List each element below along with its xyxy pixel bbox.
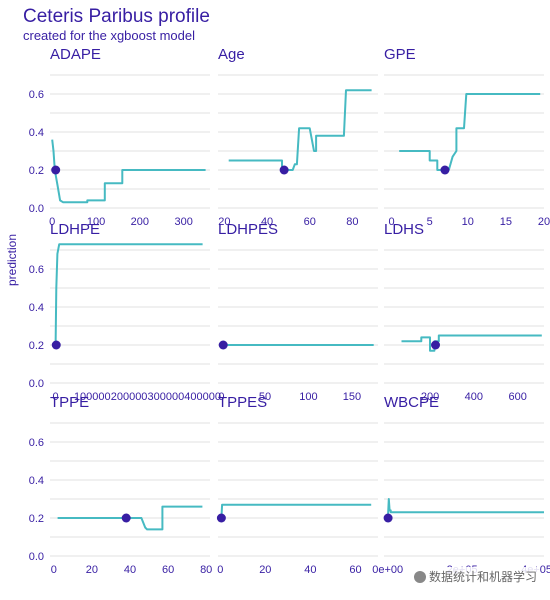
x-tick-label: 15 bbox=[500, 216, 512, 228]
x-tick-label: 0 bbox=[389, 216, 395, 228]
x-tick-label: 0 bbox=[52, 391, 58, 403]
panel-title-gpe: GPE bbox=[384, 46, 416, 63]
x-tick-label: 40 bbox=[304, 564, 316, 576]
panel-title-adape: ADAPE bbox=[50, 46, 101, 63]
x-tick-label: 20 bbox=[218, 216, 230, 228]
chart-subtitle: created for the xgboost model bbox=[23, 28, 195, 43]
observation-point-age bbox=[279, 165, 289, 175]
panel-title-ldhpes: LDHPES bbox=[218, 221, 278, 238]
observation-point-ldhpe bbox=[51, 340, 61, 350]
x-tick-label: 300000 bbox=[148, 391, 185, 403]
y-tick-label: 0.6 bbox=[29, 89, 44, 101]
y-tick-label: 0.6 bbox=[29, 264, 44, 276]
x-tick-label: 0e+00 bbox=[372, 564, 403, 576]
x-tick-label: 600 bbox=[509, 391, 527, 403]
observation-point-tppe bbox=[121, 513, 131, 523]
panel-title-tppes: TPPES bbox=[218, 394, 267, 411]
y-tick-label: 0.6 bbox=[29, 437, 44, 449]
x-tick-label: 20 bbox=[259, 564, 271, 576]
panel-age: Age 20 40 60 80 bbox=[218, 46, 378, 228]
observation-point-tppes bbox=[216, 513, 226, 523]
x-tick-label: 300 bbox=[175, 216, 193, 228]
x-tick-label: 100 bbox=[87, 216, 105, 228]
profile-line-age bbox=[228, 89, 372, 171]
x-tick-label: 0 bbox=[217, 564, 223, 576]
watermark-text: 数据统计和机器学习 bbox=[428, 570, 537, 584]
x-tick-label: 80 bbox=[346, 216, 358, 228]
profile-line-adape bbox=[51, 139, 206, 204]
x-tick-label: 40 bbox=[124, 564, 136, 576]
profile-line-tppes bbox=[220, 503, 372, 519]
x-tick-label: 5 bbox=[427, 216, 433, 228]
profile-line-ldhpe bbox=[54, 243, 203, 346]
observation-point-gpe bbox=[440, 165, 450, 175]
panel-adape: ADAPE 0.0 0.2 0.4 0.6 0 100 200 300 bbox=[29, 46, 210, 228]
chart-title: Ceteris Paribus profile bbox=[23, 6, 210, 27]
observation-point-ldhs bbox=[431, 340, 441, 350]
x-tick-label: 80 bbox=[200, 564, 212, 576]
profile-line-ldhs bbox=[401, 334, 542, 352]
panel-gpe: GPE 0 5 10 15 20 bbox=[384, 46, 550, 228]
x-tick-label: 200 bbox=[421, 391, 439, 403]
y-tick-label: 0.4 bbox=[29, 127, 44, 139]
observation-point-wbcpe bbox=[383, 513, 393, 523]
panel-title-age: Age bbox=[218, 46, 245, 63]
profile-line-tppe bbox=[57, 505, 203, 531]
panel-ldhpes: LDHPES 0 50 100 150 bbox=[218, 221, 378, 403]
x-tick-label: 20 bbox=[86, 564, 98, 576]
x-tick-label: 60 bbox=[349, 564, 361, 576]
x-tick-label: 0 bbox=[49, 216, 55, 228]
panel-tppe: TPPE 0.0 0.2 0.4 0.6 0 20 40 60 80 bbox=[29, 394, 213, 576]
x-tick-label: 60 bbox=[162, 564, 174, 576]
x-tick-label: 150 bbox=[343, 391, 361, 403]
wechat-icon bbox=[413, 571, 426, 583]
y-tick-label: 0.0 bbox=[29, 551, 44, 563]
x-tick-label: 400 bbox=[465, 391, 483, 403]
panel-title-tppe: TPPE bbox=[50, 394, 89, 411]
y-tick-label: 0.4 bbox=[29, 475, 44, 487]
y-tick-label: 0.0 bbox=[29, 378, 44, 390]
observation-point-adape bbox=[51, 165, 61, 175]
panel-title-ldhs: LDHS bbox=[384, 221, 424, 238]
y-tick-label: 0.4 bbox=[29, 302, 44, 314]
watermark: 数据统计和机器学习 bbox=[410, 567, 540, 586]
x-tick-label: 0 bbox=[218, 391, 224, 403]
x-tick-label: 0 bbox=[51, 564, 57, 576]
x-tick-label: 100 bbox=[299, 391, 317, 403]
x-tick-label: 20 bbox=[538, 216, 550, 228]
x-tick-label: 60 bbox=[304, 216, 316, 228]
observation-point-ldhpes bbox=[218, 340, 228, 350]
panel-ldhpe: LDHPE 0.0 0.2 0.4 0.6 0 100000 200000 300000 4000… bbox=[29, 221, 221, 403]
y-tick-label: 0.0 bbox=[29, 203, 44, 215]
x-tick-label: 200 bbox=[131, 216, 149, 228]
y-tick-label: 0.2 bbox=[29, 165, 44, 177]
x-tick-label: 50 bbox=[259, 391, 271, 403]
profile-line-gpe bbox=[399, 93, 541, 171]
y-tick-label: 0.2 bbox=[29, 513, 44, 525]
x-tick-label: 40 bbox=[261, 216, 273, 228]
panel-title-wbcpe: WBCPE bbox=[384, 394, 439, 411]
x-tick-label: 400000 bbox=[184, 391, 221, 403]
y-tick-label: 0.2 bbox=[29, 340, 44, 352]
x-tick-label: 200000 bbox=[111, 391, 148, 403]
profile-line-wbcpe bbox=[387, 498, 544, 515]
panel-ldhs: LDHS 200 400 600 bbox=[384, 221, 544, 403]
x-tick-label: 10 bbox=[462, 216, 474, 228]
x-tick-label: 100000 bbox=[74, 391, 111, 403]
panel-title-ldhpe: LDHPE bbox=[50, 221, 100, 238]
